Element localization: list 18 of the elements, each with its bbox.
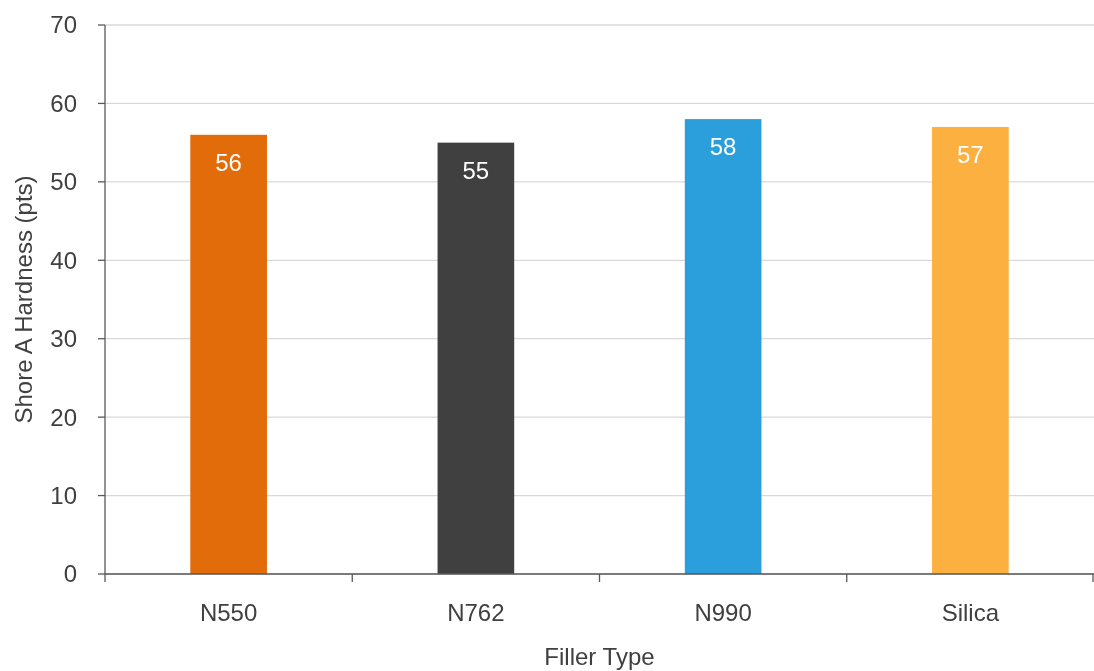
y-tick-label: 10 bbox=[50, 481, 77, 509]
y-axis-title: Shore A Hardness (pts) bbox=[10, 175, 37, 424]
x-tick-label: N550 bbox=[199, 599, 258, 626]
y-tick-label: 40 bbox=[50, 246, 77, 274]
x-tick-label: N762 bbox=[447, 599, 505, 626]
y-tick-label: 70 bbox=[50, 11, 77, 39]
x-axis-title: Filler Type bbox=[544, 643, 655, 670]
x-tick-label: N990 bbox=[694, 599, 752, 626]
y-tick-label: 50 bbox=[50, 168, 77, 196]
data-label: 56 bbox=[215, 148, 242, 176]
data-label: 57 bbox=[957, 140, 984, 168]
y-tick-label: 0 bbox=[63, 560, 77, 588]
y-tick-label: 30 bbox=[50, 325, 77, 353]
x-tick-label: Silica bbox=[941, 599, 1000, 626]
y-tick-label: 20 bbox=[50, 403, 77, 431]
y-tick-label: 60 bbox=[50, 89, 77, 117]
data-label: 55 bbox=[462, 156, 490, 184]
data-label: 58 bbox=[709, 133, 737, 161]
